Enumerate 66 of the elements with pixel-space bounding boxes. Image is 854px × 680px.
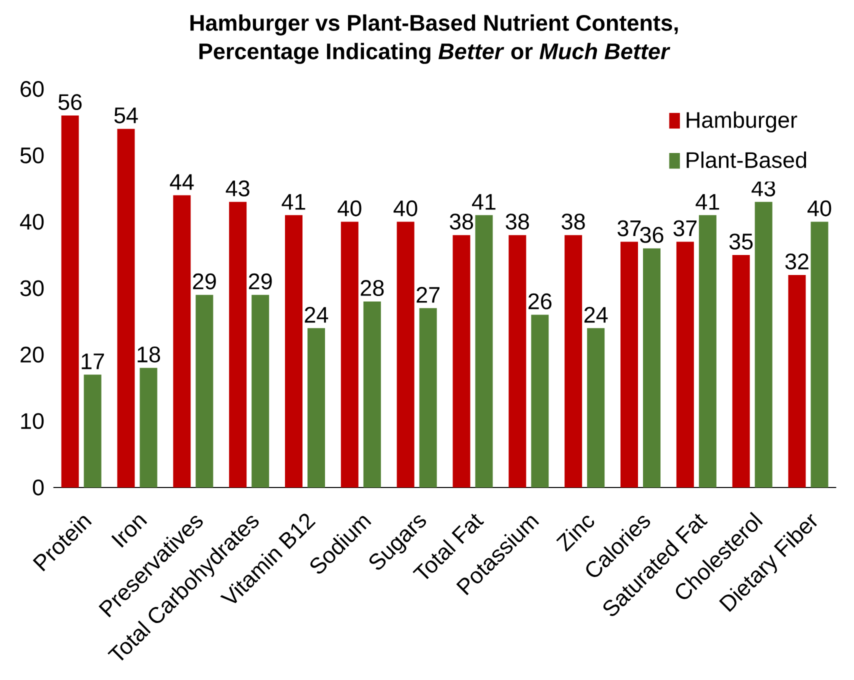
bar <box>419 308 437 488</box>
data-label: 24 <box>584 306 608 323</box>
data-label: 40 <box>394 200 418 216</box>
data-label: 37 <box>674 220 697 236</box>
bar <box>308 328 326 488</box>
bar <box>620 242 638 488</box>
data-label: 24 <box>304 306 328 323</box>
data-label: 32 <box>785 254 808 270</box>
data-label: 38 <box>562 214 585 230</box>
data-label: 41 <box>696 194 720 210</box>
y-tick-label: 40 <box>20 214 44 230</box>
data-label: 29 <box>193 274 216 290</box>
bar <box>531 314 549 488</box>
data-label: 56 <box>58 94 82 110</box>
data-label: 18 <box>138 346 160 363</box>
data-label: 41 <box>472 194 496 210</box>
bar <box>61 116 79 488</box>
data-label: 17 <box>82 354 104 370</box>
data-label: 54 <box>114 108 138 124</box>
y-tick-label: 30 <box>20 280 44 296</box>
chart-title: Hamburger vs Plant-Based Nutrient Contents, <box>190 14 678 36</box>
bar <box>117 128 135 488</box>
data-label: 43 <box>226 180 250 197</box>
data-label: 26 <box>528 293 552 310</box>
bar <box>587 328 605 488</box>
chart-subtitle: Percentage Indicating Better or Much Better <box>199 42 670 64</box>
data-label: 41 <box>282 194 306 210</box>
bar <box>173 195 191 488</box>
data-label: 40 <box>807 200 832 216</box>
data-label: 28 <box>360 280 384 296</box>
data-label: 37 <box>618 220 641 236</box>
bar <box>252 295 270 488</box>
data-label: 40 <box>338 200 362 216</box>
bar <box>676 242 694 488</box>
legend-label: Hamburger <box>686 112 798 133</box>
data-label: 27 <box>416 287 440 303</box>
bar <box>229 202 247 488</box>
y-tick-label: 10 <box>21 413 44 430</box>
bar <box>754 202 772 488</box>
data-label: 44 <box>170 174 194 190</box>
bar <box>196 295 214 488</box>
data-label: 35 <box>729 234 753 250</box>
bar <box>698 215 716 488</box>
bar <box>564 235 582 488</box>
legend-label: Plant-Based <box>686 152 806 168</box>
bar <box>396 222 414 488</box>
bar <box>810 222 828 488</box>
bar <box>643 248 661 488</box>
bar <box>508 235 526 488</box>
data-label: 38 <box>450 214 474 230</box>
data-label: 38 <box>506 214 529 230</box>
y-tick-label: 0 <box>32 480 44 496</box>
data-label: 29 <box>248 274 272 290</box>
bar <box>475 215 493 488</box>
bar <box>452 235 470 488</box>
bar <box>340 222 358 488</box>
bar <box>284 215 302 488</box>
bar <box>788 275 806 488</box>
y-tick-label: 50 <box>20 148 44 164</box>
bar <box>732 255 750 488</box>
data-label: 36 <box>640 227 664 244</box>
bar <box>363 302 381 488</box>
bar <box>140 368 158 488</box>
y-tick-label: 20 <box>20 346 44 363</box>
bar <box>84 374 102 488</box>
y-tick-label: 60 <box>20 81 44 98</box>
